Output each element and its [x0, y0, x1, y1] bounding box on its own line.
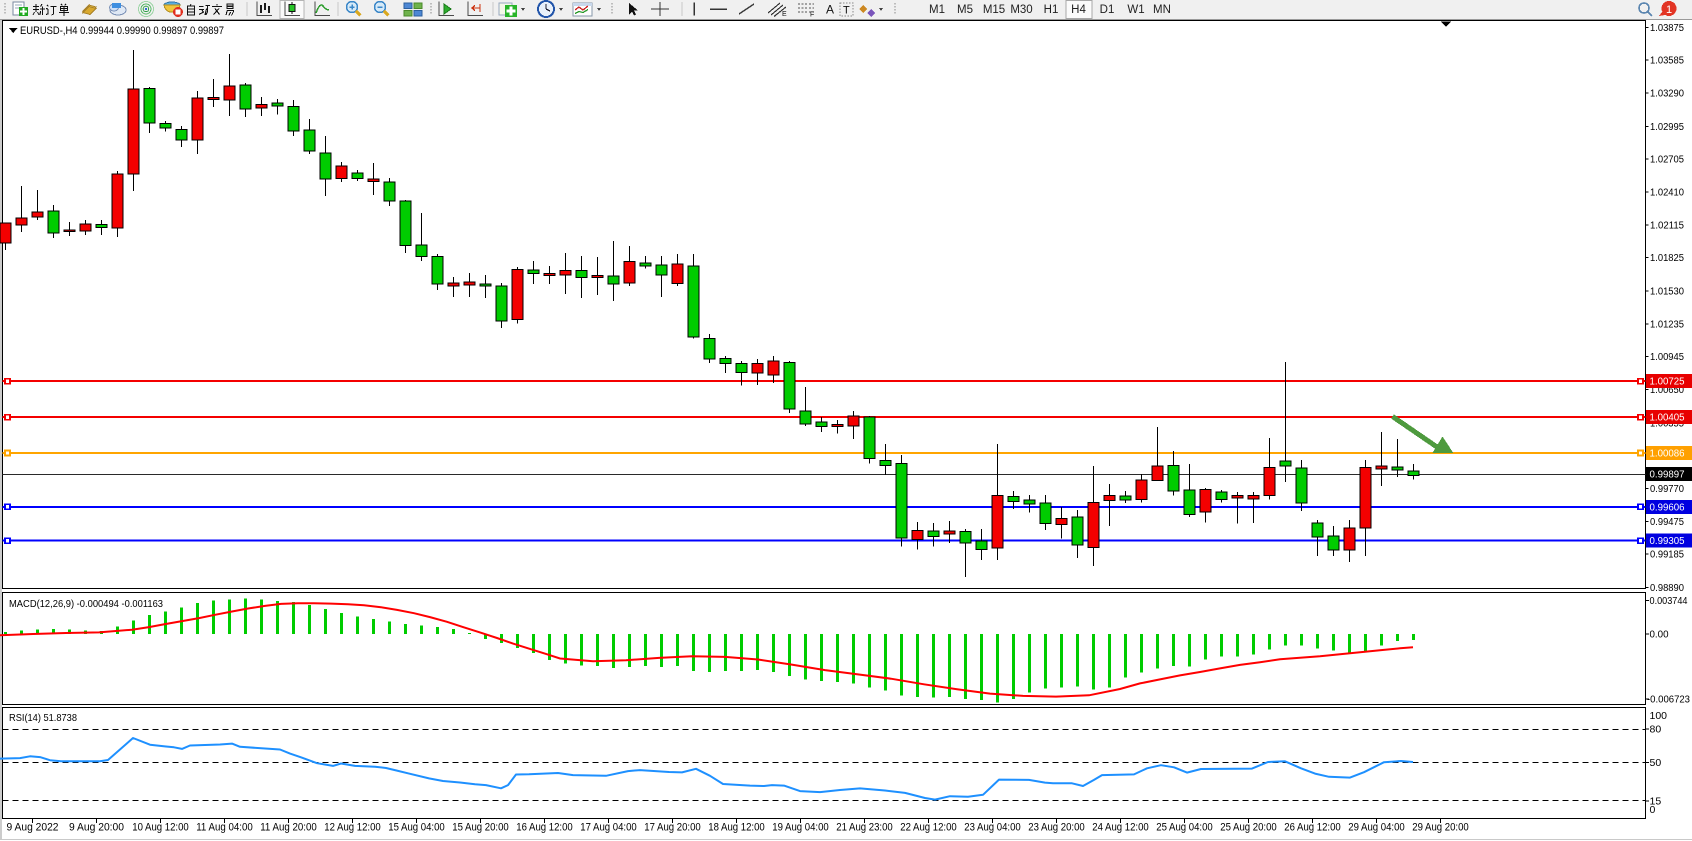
svg-text:F: F — [810, 12, 814, 19]
svg-text:H4: H4 — [1071, 4, 1086, 16]
svg-text:EURUSD-,H4 0.99944 0.99990 0.: EURUSD-,H4 0.99944 0.99990 0.99897 0.998… — [20, 25, 224, 37]
svg-text:1.00945: 1.00945 — [1650, 352, 1684, 363]
svg-text:T: T — [843, 5, 850, 17]
svg-text:0.99897: 0.99897 — [1650, 470, 1685, 481]
svg-text:1.02705: 1.02705 — [1650, 154, 1684, 165]
svg-text:26 Aug 12:00: 26 Aug 12:00 — [1284, 822, 1341, 834]
svg-text:1.01235: 1.01235 — [1650, 319, 1684, 330]
svg-text:25 Aug 20:00: 25 Aug 20:00 — [1220, 822, 1277, 834]
svg-text:1: 1 — [1666, 4, 1672, 16]
svg-text:W1: W1 — [1127, 4, 1144, 16]
svg-text:11 Aug 20:00: 11 Aug 20:00 — [260, 822, 317, 834]
svg-text:E: E — [782, 11, 787, 18]
svg-text:0.003744: 0.003744 — [1650, 595, 1688, 607]
svg-text:0.00: 0.00 — [1650, 629, 1669, 641]
svg-text:0.98890: 0.98890 — [1650, 583, 1684, 594]
svg-text:80: 80 — [1650, 724, 1662, 736]
svg-text:MN: MN — [1153, 4, 1171, 16]
svg-text:18 Aug 12:00: 18 Aug 12:00 — [708, 822, 765, 834]
svg-text:50: 50 — [1650, 757, 1662, 769]
svg-text:1.00405: 1.00405 — [1650, 413, 1685, 424]
svg-text:D1: D1 — [1100, 4, 1115, 16]
svg-text:0.99185: 0.99185 — [1650, 550, 1684, 561]
svg-text:29 Aug 20:00: 29 Aug 20:00 — [1412, 822, 1469, 834]
svg-text:29 Aug 04:00: 29 Aug 04:00 — [1348, 822, 1405, 834]
svg-text:M15: M15 — [983, 4, 1005, 16]
svg-text:22 Aug 12:00: 22 Aug 12:00 — [900, 822, 957, 834]
svg-text:M5: M5 — [957, 4, 973, 16]
svg-text:1.03585: 1.03585 — [1650, 56, 1684, 67]
svg-text:RSI(14) 51.8738: RSI(14) 51.8738 — [9, 712, 77, 724]
svg-text:1.02410: 1.02410 — [1650, 187, 1684, 198]
svg-text:0.99305: 0.99305 — [1650, 536, 1685, 547]
svg-text:23 Aug 20:00: 23 Aug 20:00 — [1028, 822, 1085, 834]
svg-text:1.00086: 1.00086 — [1650, 448, 1685, 459]
svg-text:1.03875: 1.03875 — [1650, 23, 1684, 34]
svg-text:1.02995: 1.02995 — [1650, 122, 1684, 133]
svg-text:12 Aug 12:00: 12 Aug 12:00 — [324, 822, 381, 834]
svg-text:25 Aug 04:00: 25 Aug 04:00 — [1156, 822, 1213, 834]
svg-text:A: A — [826, 3, 834, 17]
svg-text:0: 0 — [1650, 804, 1656, 816]
svg-text:21 Aug 23:00: 21 Aug 23:00 — [836, 822, 893, 834]
svg-text:23 Aug 04:00: 23 Aug 04:00 — [964, 822, 1021, 834]
svg-text:10 Aug 12:00: 10 Aug 12:00 — [132, 822, 189, 834]
svg-text:H1: H1 — [1044, 4, 1059, 16]
svg-text:-0.006723: -0.006723 — [1647, 693, 1690, 705]
svg-text:11 Aug 04:00: 11 Aug 04:00 — [196, 822, 253, 834]
svg-text:15 Aug 04:00: 15 Aug 04:00 — [388, 822, 445, 834]
svg-text:17 Aug 04:00: 17 Aug 04:00 — [580, 822, 637, 834]
svg-text:100: 100 — [1650, 710, 1668, 722]
svg-text:M30: M30 — [1010, 4, 1032, 16]
svg-text:1.01825: 1.01825 — [1650, 253, 1684, 264]
svg-text:17 Aug 20:00: 17 Aug 20:00 — [644, 822, 701, 834]
svg-text:15: 15 — [1650, 795, 1662, 807]
svg-text:9 Aug 20:00: 9 Aug 20:00 — [69, 822, 124, 834]
svg-text:0.99475: 0.99475 — [1650, 517, 1684, 528]
svg-text:MACD(12,26,9) -0.000494 -0.001: MACD(12,26,9) -0.000494 -0.001163 — [9, 598, 163, 610]
svg-text:1.00650: 1.00650 — [1650, 385, 1684, 396]
svg-text:16 Aug 12:00: 16 Aug 12:00 — [516, 822, 573, 834]
svg-text:1.03290: 1.03290 — [1650, 89, 1684, 100]
svg-text:0.99770: 0.99770 — [1650, 484, 1684, 495]
svg-text:1.00725: 1.00725 — [1650, 377, 1685, 388]
svg-text:9 Aug 2022: 9 Aug 2022 — [7, 822, 59, 834]
svg-text:1.02115: 1.02115 — [1650, 221, 1684, 232]
svg-text:M1: M1 — [929, 4, 945, 16]
svg-text:15 Aug 20:00: 15 Aug 20:00 — [452, 822, 509, 834]
svg-text:24 Aug 12:00: 24 Aug 12:00 — [1092, 822, 1149, 834]
svg-text:19 Aug 04:00: 19 Aug 04:00 — [772, 822, 829, 834]
svg-text:0.99606: 0.99606 — [1650, 502, 1685, 513]
svg-text:1.01530: 1.01530 — [1650, 286, 1684, 297]
